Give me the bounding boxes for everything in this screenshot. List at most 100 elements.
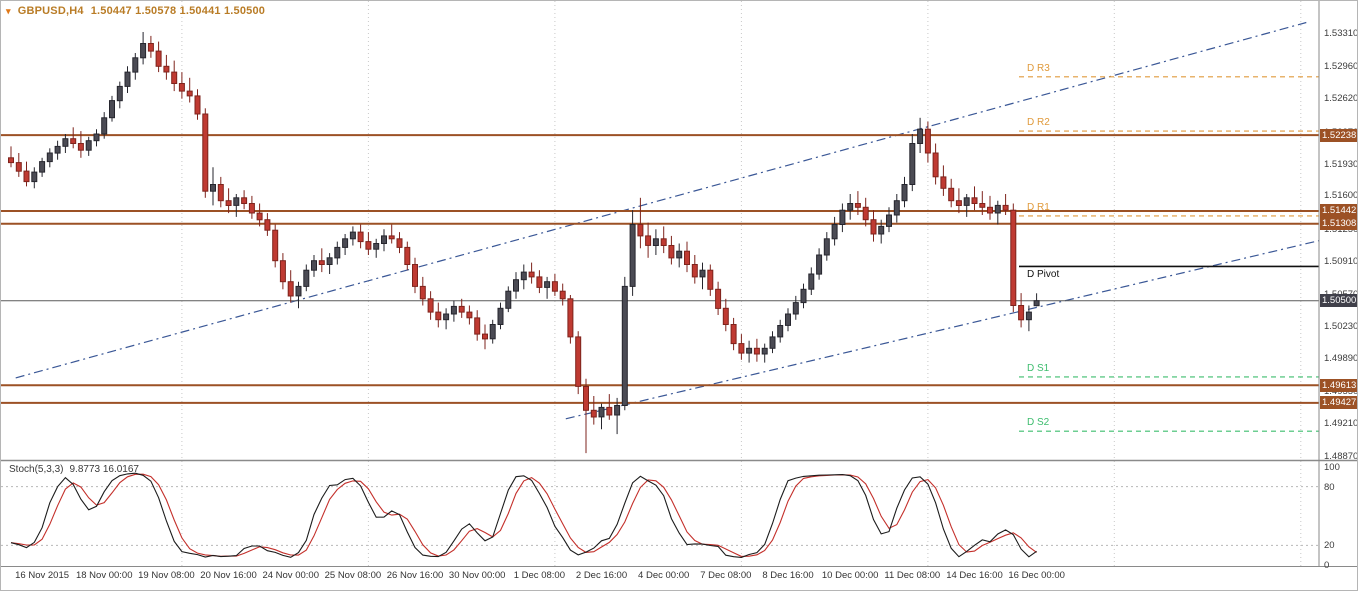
candle — [684, 241, 690, 273]
candle — [489, 319, 496, 344]
candle — [155, 41, 162, 73]
symbol-marker-icon: ▾ — [6, 6, 11, 16]
candle — [46, 148, 53, 168]
candle — [738, 334, 745, 360]
price-axis-label: 1.48870 — [1324, 450, 1358, 462]
stoch-signal-line — [10, 473, 1037, 557]
candle — [272, 224, 279, 268]
candle — [940, 165, 947, 196]
candle — [381, 229, 387, 252]
stoch-axis-label: 80 — [1324, 481, 1335, 493]
candle — [893, 194, 900, 223]
date-axis-label: 8 Dec 16:00 — [762, 570, 814, 581]
date-axis-label: 24 Nov 00:00 — [262, 570, 319, 581]
candle — [645, 222, 652, 258]
candle — [256, 203, 263, 227]
date-axis-label: 4 Dec 00:00 — [638, 570, 690, 581]
candle — [769, 331, 776, 354]
candle — [248, 195, 255, 219]
candle — [878, 219, 885, 244]
candle — [559, 283, 566, 306]
candle — [513, 272, 519, 299]
date-axis-label: 18 Nov 00:00 — [75, 570, 133, 581]
price-axis-label: 1.49890 — [1324, 353, 1358, 365]
candle — [785, 308, 791, 332]
candle — [536, 270, 543, 294]
candle — [419, 276, 426, 306]
candle — [730, 317, 737, 351]
candle — [901, 176, 908, 208]
candle — [583, 378, 589, 454]
date-axis-label: 2 Dec 16:00 — [575, 570, 628, 581]
candle — [551, 274, 558, 296]
price-level-badge: 1.51308 — [1320, 217, 1357, 231]
candle — [800, 283, 807, 309]
candle — [707, 264, 714, 296]
candle — [987, 195, 993, 220]
candle — [365, 232, 372, 255]
candle — [443, 308, 450, 330]
candle — [676, 243, 683, 268]
price-level-badge: 1.52238 — [1320, 128, 1357, 142]
candle — [971, 186, 978, 211]
panel-separators — [1, 1, 1357, 567]
candle — [202, 108, 209, 198]
date-axis-label: 19 Nov 08:00 — [138, 570, 195, 581]
chart-title: ▾ GBPUSD,H4 1.50447 1.50578 1.50441 1.50… — [6, 5, 265, 17]
candle — [932, 143, 939, 185]
date-axis-label: 16 Nov 2015 — [15, 570, 70, 581]
candle — [862, 197, 869, 227]
price-axis-label: 1.51600 — [1324, 190, 1358, 202]
price-axis-label: 1.51930 — [1324, 158, 1358, 170]
candle — [279, 253, 286, 290]
price-axis-label: 1.52620 — [1324, 93, 1358, 105]
date-axis-label: 26 Nov 16:00 — [386, 570, 444, 581]
candle — [311, 255, 317, 277]
candle — [233, 194, 240, 217]
candle — [77, 131, 84, 158]
date-axis-label: 1 Dec 08:00 — [513, 570, 565, 581]
date-axis-label: 7 Dec 08:00 — [700, 570, 752, 581]
candle — [660, 226, 667, 254]
candle — [691, 255, 698, 284]
candle — [505, 286, 512, 313]
grid-lines — [181, 1, 1302, 566]
candle — [1018, 293, 1025, 328]
candle — [62, 134, 69, 153]
candle — [1002, 194, 1009, 215]
candle — [404, 241, 411, 271]
trendline[interactable] — [565, 240, 1319, 420]
date-axis-label: 14 Dec 16:00 — [946, 570, 1003, 581]
price-axis-label: 1.49210 — [1324, 418, 1358, 430]
candle — [948, 178, 955, 208]
stoch-name: Stoch(5,3,3) — [9, 464, 64, 475]
stoch-axis-label: 20 — [1324, 540, 1335, 552]
trendline[interactable] — [15, 21, 1307, 379]
candle — [746, 340, 753, 363]
candle — [629, 210, 636, 296]
candle — [295, 281, 302, 309]
candle — [23, 161, 30, 187]
candle — [621, 276, 628, 411]
candle — [435, 302, 442, 328]
date-axis-label: 11 Dec 08:00 — [884, 570, 941, 581]
pivot-label-d-s2: D S2 — [1027, 417, 1050, 429]
candle — [70, 127, 77, 149]
candle — [979, 191, 986, 215]
candle — [668, 235, 675, 265]
pivot-label-d-s1: D S1 — [1027, 362, 1050, 374]
candle — [870, 210, 877, 242]
candle — [101, 112, 108, 139]
candle — [147, 35, 154, 58]
candle — [241, 190, 248, 210]
date-axis-label: 30 Nov 00:00 — [448, 570, 506, 581]
candle — [816, 248, 823, 280]
date-axis-label: 16 Dec 00:00 — [1008, 570, 1065, 581]
candle — [109, 95, 115, 122]
price-axis-label: 1.50230 — [1324, 320, 1358, 332]
candle — [132, 53, 139, 80]
candle — [854, 191, 861, 215]
candle — [637, 197, 644, 249]
candle — [1025, 305, 1032, 332]
